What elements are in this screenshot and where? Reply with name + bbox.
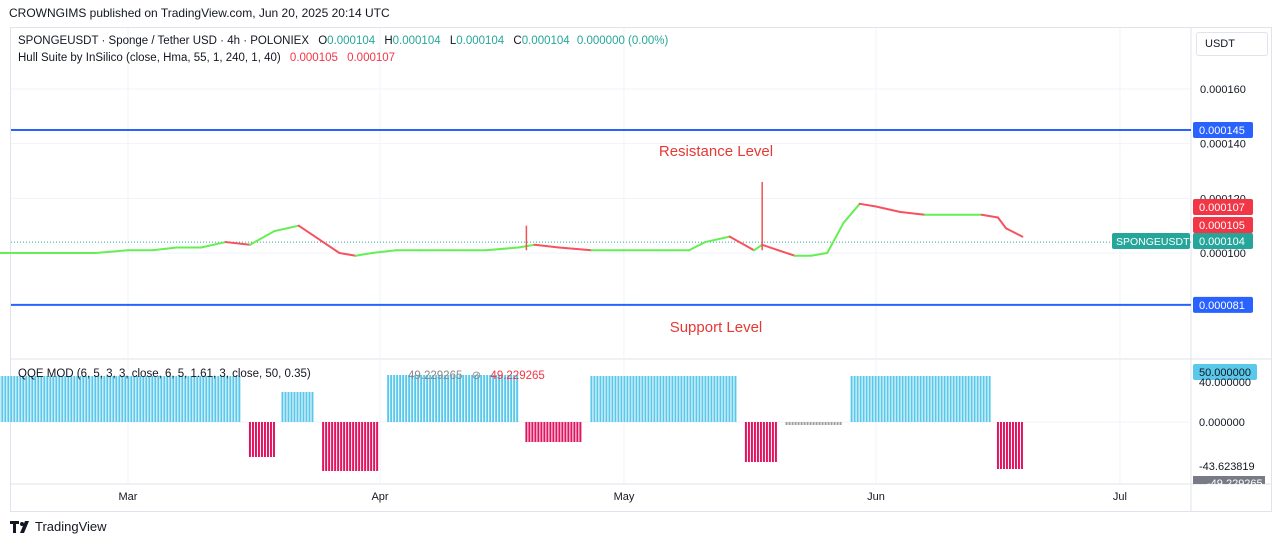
price-badge [1193, 217, 1253, 233]
tradingview-logo-icon [10, 520, 30, 533]
indicator-legend: Hull Suite by InSilico (close, Hma, 55, … [18, 52, 395, 64]
hull-segment [370, 249, 398, 254]
hull-segment [704, 235, 731, 244]
hull-segment [248, 230, 276, 246]
symbol-badge [1112, 233, 1190, 249]
level-badge-label: 0.000145 [1199, 125, 1245, 137]
qqe-value-1: 49.229265 [408, 370, 463, 382]
qqe-value-2: 49.229265 [490, 370, 545, 382]
hull-segment [980, 213, 999, 219]
y-tick-label: 0.000100 [1200, 248, 1246, 260]
level-badge-label: 0.000081 [1199, 300, 1245, 312]
eye-icon[interactable]: ⊘ [471, 370, 482, 382]
hull-segment [688, 241, 707, 252]
price-badge-label: 0.000105 [1199, 220, 1245, 232]
high-label: H [384, 35, 393, 47]
publisher-line: CROWNGIMS published on TradingView.com, … [9, 6, 390, 20]
support-annotation: Support Level [670, 319, 763, 336]
price-badge-label: 0.000104 [1199, 236, 1245, 248]
x-tick-label: May [614, 491, 635, 503]
hull-segment [94, 249, 129, 254]
hull-segment [297, 224, 325, 244]
price-badge [1193, 199, 1253, 215]
hull-segment [273, 224, 300, 233]
close-value: 0.000104 [521, 35, 570, 47]
low-label: L [449, 35, 457, 47]
hull-segment [224, 241, 251, 246]
resistance-annotation: Resistance Level [659, 143, 773, 160]
hull-segment [875, 205, 902, 213]
qqe-title[interactable]: QQE MOD (6, 5, 3, 3, close, 6, 5, 1.61, … [18, 368, 311, 380]
x-tick-label: Apr [371, 491, 388, 503]
hull-segment [753, 243, 764, 252]
symbol-badge-label: SPONGEUSDT [1116, 236, 1190, 248]
y-tick-label: 0.000160 [1200, 84, 1246, 96]
hull-segment [484, 246, 520, 252]
qqe-tick-label: 0.000000 [1199, 417, 1245, 429]
qqe-tick-label: 50.000000 [1199, 367, 1251, 379]
hull-segment [858, 202, 877, 208]
hull-segment [809, 252, 829, 257]
hull-segment [761, 243, 780, 252]
qqe-legend: QQE MOD (6, 5, 3, 3, close, 6, 5, 1.61, … [18, 368, 311, 380]
hull-segment [533, 243, 560, 249]
qqe-bottom-badge-label: -49.229265 [1207, 478, 1263, 490]
price-badge [1193, 233, 1253, 249]
hull-segment [1005, 227, 1024, 238]
qqe-tick-label: 40.000000 [1199, 377, 1251, 389]
hull-segment [200, 241, 227, 249]
hull-segment [728, 235, 756, 252]
support-badge [1193, 296, 1253, 313]
hull-segment [777, 249, 796, 257]
hull-segment [151, 246, 178, 252]
footer-brand[interactable]: TradingView [10, 519, 107, 534]
x-tick-label: Jun [867, 491, 885, 503]
indicator-value-2: 0.000107 [347, 52, 396, 64]
change-value: 0.000000 (0.00%) [576, 35, 669, 47]
indicator-value-1: 0.000105 [289, 52, 338, 64]
hull-segment [842, 202, 861, 224]
open-label: O [318, 35, 328, 47]
resistance-badge [1193, 122, 1253, 138]
currency-button[interactable]: USDT [1196, 32, 1268, 56]
qqe-bottom-badge [1193, 476, 1265, 484]
y-tick-label: 0.000140 [1200, 139, 1246, 151]
x-tick-label: Jul [1113, 491, 1127, 503]
hull-segment [322, 241, 341, 254]
symbol-legend: SPONGEUSDT · Sponge / Tether USD · 4h · … [18, 35, 668, 47]
high-value: 0.000104 [392, 35, 441, 47]
close-label: C [513, 35, 522, 47]
hull-segment [338, 252, 357, 257]
price-badge-label: 0.000107 [1199, 202, 1245, 214]
open-value: 0.000104 [327, 35, 376, 47]
hull-segment [996, 216, 1008, 230]
hull-segment [826, 221, 845, 254]
hull-segment [899, 211, 926, 216]
symbol-title[interactable]: SPONGEUSDT · Sponge / Tether USD · 4h · … [18, 35, 310, 47]
indicator-title[interactable]: Hull Suite by InSilico (close, Hma, 55, … [18, 52, 281, 64]
hull-segment [354, 252, 373, 257]
footer-brand-label: TradingView [35, 519, 107, 534]
chart-frame [10, 27, 1272, 512]
hull-segment [557, 246, 593, 252]
x-tick-label: Mar [119, 491, 138, 503]
qqe-values: 49.229265 ⊘ 49.229265 [408, 368, 545, 382]
qqe-badge [1193, 364, 1257, 380]
low-value: 0.000104 [456, 35, 505, 47]
qqe-tick-label: -43.623819 [1199, 461, 1255, 473]
